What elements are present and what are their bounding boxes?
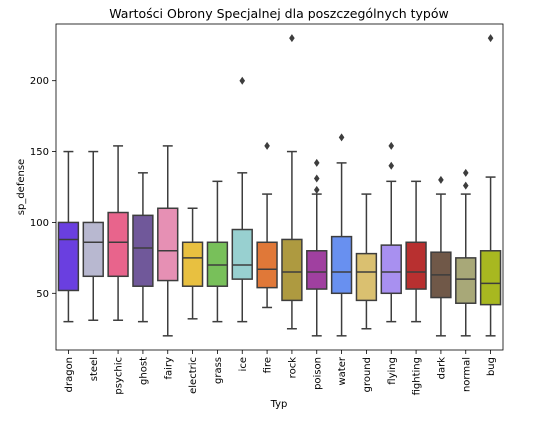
x-tick-label: bug bbox=[486, 357, 497, 376]
outlier-point bbox=[462, 168, 469, 177]
outlier-point bbox=[313, 158, 320, 167]
box-bug bbox=[479, 250, 502, 306]
box-steel bbox=[82, 221, 104, 278]
outlier-point bbox=[313, 185, 320, 194]
outlier-point bbox=[487, 34, 494, 43]
x-tick-label: electric bbox=[188, 357, 199, 394]
x-axis-label: Typ bbox=[270, 399, 288, 410]
x-tick-label: ice bbox=[238, 357, 249, 371]
box-psychic bbox=[107, 211, 129, 278]
plot-area: 50 100 150 200 dragon steel psychic ghost fairy e… bbox=[30, 34, 502, 395]
outlier-point bbox=[313, 174, 320, 183]
x-tick-label: ghost bbox=[138, 357, 149, 385]
box-normal bbox=[455, 257, 477, 304]
y-tick-label: 50 bbox=[36, 289, 49, 300]
outlier-point bbox=[438, 175, 444, 184]
chart-title: Wartości Obrony Specjalnej dla poszczegó… bbox=[109, 6, 448, 21]
outlier-point bbox=[388, 161, 395, 170]
outlier-point bbox=[462, 181, 469, 190]
x-tick-label: dragon bbox=[64, 357, 75, 392]
box-electric bbox=[181, 241, 204, 287]
y-tick-label: 200 bbox=[30, 76, 49, 87]
box-fighting bbox=[405, 241, 427, 290]
outlier-point bbox=[239, 76, 246, 85]
outlier-point bbox=[289, 34, 295, 43]
x-tick-label: flying bbox=[387, 357, 398, 385]
x-tick-label: dark bbox=[436, 357, 447, 380]
x-tick-label: psychic bbox=[114, 357, 125, 395]
x-tick-label: ground bbox=[362, 357, 373, 392]
x-tick-label: poison bbox=[312, 357, 323, 390]
box-poison bbox=[306, 250, 328, 290]
axes-frame bbox=[55, 23, 504, 351]
outlier-point bbox=[338, 133, 345, 142]
outlier-point bbox=[264, 141, 270, 150]
y-tick-label: 100 bbox=[30, 218, 49, 229]
x-tick-label: grass bbox=[213, 357, 224, 384]
x-tick-label: normal bbox=[461, 357, 472, 392]
box-fire bbox=[256, 241, 278, 289]
x-tick-label: steel bbox=[89, 357, 100, 381]
x-tick-label: fairy bbox=[163, 357, 174, 380]
y-tick-label: 150 bbox=[30, 147, 49, 158]
x-tick-label: rock bbox=[287, 357, 298, 379]
box-flying bbox=[380, 244, 402, 295]
x-tick-label: fighting bbox=[412, 357, 423, 395]
box-ghost bbox=[132, 214, 154, 287]
x-tick-label: fire bbox=[263, 357, 274, 373]
box-rock bbox=[281, 238, 303, 302]
box-ice bbox=[231, 228, 253, 280]
box-ground bbox=[355, 252, 378, 302]
y-axis-label: sp_defense bbox=[16, 159, 27, 215]
box-water bbox=[330, 235, 353, 295]
box-dragon bbox=[57, 221, 80, 292]
outlier-point bbox=[388, 141, 395, 150]
box-fairy bbox=[157, 207, 179, 282]
x-tick-label: water bbox=[337, 356, 348, 385]
